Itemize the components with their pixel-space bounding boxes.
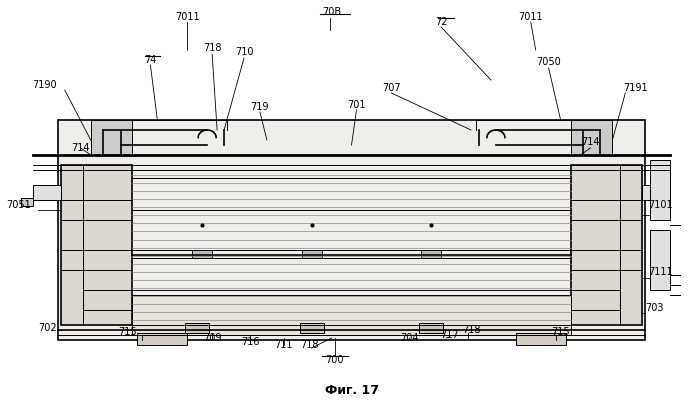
Text: 7051: 7051 xyxy=(6,200,31,210)
FancyBboxPatch shape xyxy=(58,120,645,340)
FancyBboxPatch shape xyxy=(516,333,566,345)
Text: 711: 711 xyxy=(274,340,293,350)
Text: 7011: 7011 xyxy=(519,12,543,22)
Text: 703: 703 xyxy=(645,303,664,313)
FancyBboxPatch shape xyxy=(302,250,322,258)
Text: 707: 707 xyxy=(382,83,400,93)
Text: 717: 717 xyxy=(440,330,459,340)
FancyBboxPatch shape xyxy=(193,250,212,258)
Text: 7050: 7050 xyxy=(536,57,561,67)
FancyBboxPatch shape xyxy=(91,120,132,155)
Text: 7011: 7011 xyxy=(175,12,199,22)
Text: 716: 716 xyxy=(241,337,259,347)
Text: 74: 74 xyxy=(144,55,157,65)
FancyBboxPatch shape xyxy=(570,165,643,325)
Text: 718: 718 xyxy=(462,325,480,335)
FancyBboxPatch shape xyxy=(132,295,570,335)
Text: 718: 718 xyxy=(300,340,319,350)
Text: 718: 718 xyxy=(203,43,221,53)
Text: 701: 701 xyxy=(347,100,366,110)
FancyBboxPatch shape xyxy=(61,165,132,325)
Text: 702: 702 xyxy=(38,323,57,333)
Text: 700: 700 xyxy=(326,355,344,365)
Text: 715: 715 xyxy=(552,327,570,337)
FancyBboxPatch shape xyxy=(33,185,61,200)
Text: 70В: 70В xyxy=(322,7,341,17)
FancyBboxPatch shape xyxy=(300,323,323,333)
FancyBboxPatch shape xyxy=(421,250,441,258)
Text: 710: 710 xyxy=(234,47,253,57)
Text: 7191: 7191 xyxy=(623,83,648,93)
Text: 72: 72 xyxy=(435,17,447,27)
Text: 7111: 7111 xyxy=(648,267,673,277)
FancyBboxPatch shape xyxy=(650,230,670,290)
FancyBboxPatch shape xyxy=(419,323,443,333)
FancyBboxPatch shape xyxy=(650,160,670,220)
FancyBboxPatch shape xyxy=(570,120,612,155)
Text: Фиг. 17: Фиг. 17 xyxy=(325,384,379,397)
Text: 7101: 7101 xyxy=(648,200,673,210)
Text: 714: 714 xyxy=(71,143,90,153)
FancyBboxPatch shape xyxy=(186,323,209,333)
Text: 714: 714 xyxy=(581,137,600,147)
FancyBboxPatch shape xyxy=(137,333,187,345)
Text: 709: 709 xyxy=(203,333,221,343)
Text: 7190: 7190 xyxy=(33,80,57,90)
Text: 704: 704 xyxy=(400,333,419,343)
Text: 715: 715 xyxy=(118,327,136,337)
FancyBboxPatch shape xyxy=(643,185,670,200)
FancyBboxPatch shape xyxy=(21,198,33,206)
Text: 719: 719 xyxy=(251,102,270,112)
